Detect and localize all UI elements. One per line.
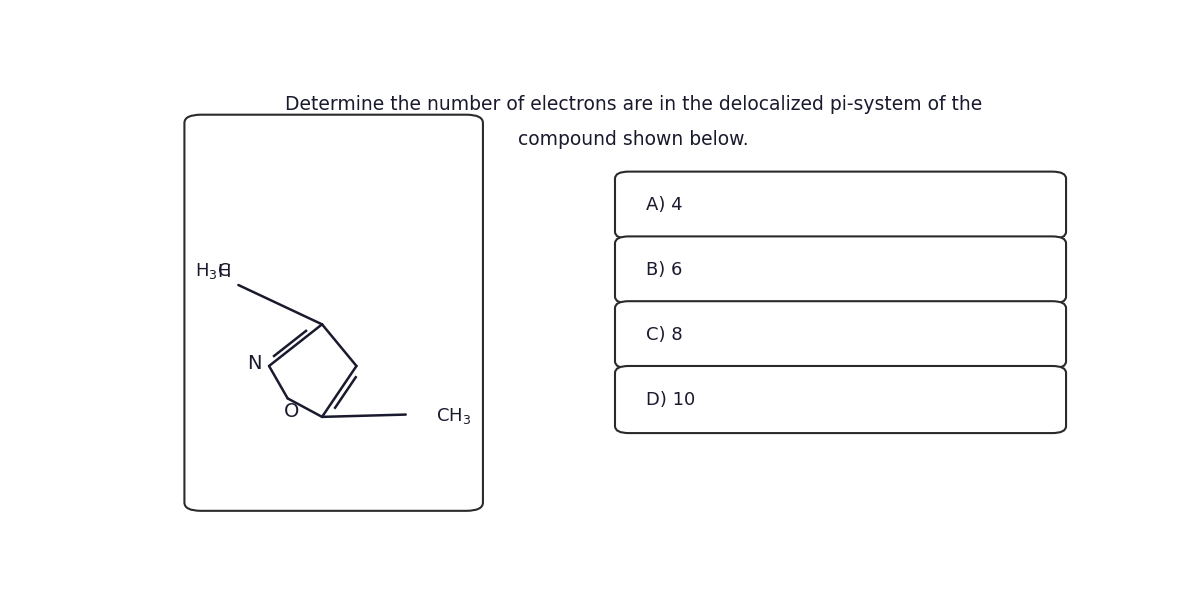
Text: O: O xyxy=(283,402,299,421)
Text: H$_3$C: H$_3$C xyxy=(196,261,230,281)
Text: A) 4: A) 4 xyxy=(646,196,683,214)
FancyBboxPatch shape xyxy=(616,236,1066,304)
Text: N: N xyxy=(247,354,262,373)
FancyBboxPatch shape xyxy=(185,115,482,511)
Text: CH$_3$: CH$_3$ xyxy=(436,406,470,426)
FancyBboxPatch shape xyxy=(616,172,1066,239)
Text: compound shown below.: compound shown below. xyxy=(518,130,749,148)
Text: D) 10: D) 10 xyxy=(646,391,695,409)
Text: Determine the number of electrons are in the delocalized pi-system of the: Determine the number of electrons are in… xyxy=(284,95,983,114)
Text: H: H xyxy=(217,263,230,281)
Text: B) 6: B) 6 xyxy=(646,261,682,279)
FancyBboxPatch shape xyxy=(616,301,1066,368)
Text: C) 8: C) 8 xyxy=(646,326,683,344)
FancyBboxPatch shape xyxy=(616,366,1066,433)
